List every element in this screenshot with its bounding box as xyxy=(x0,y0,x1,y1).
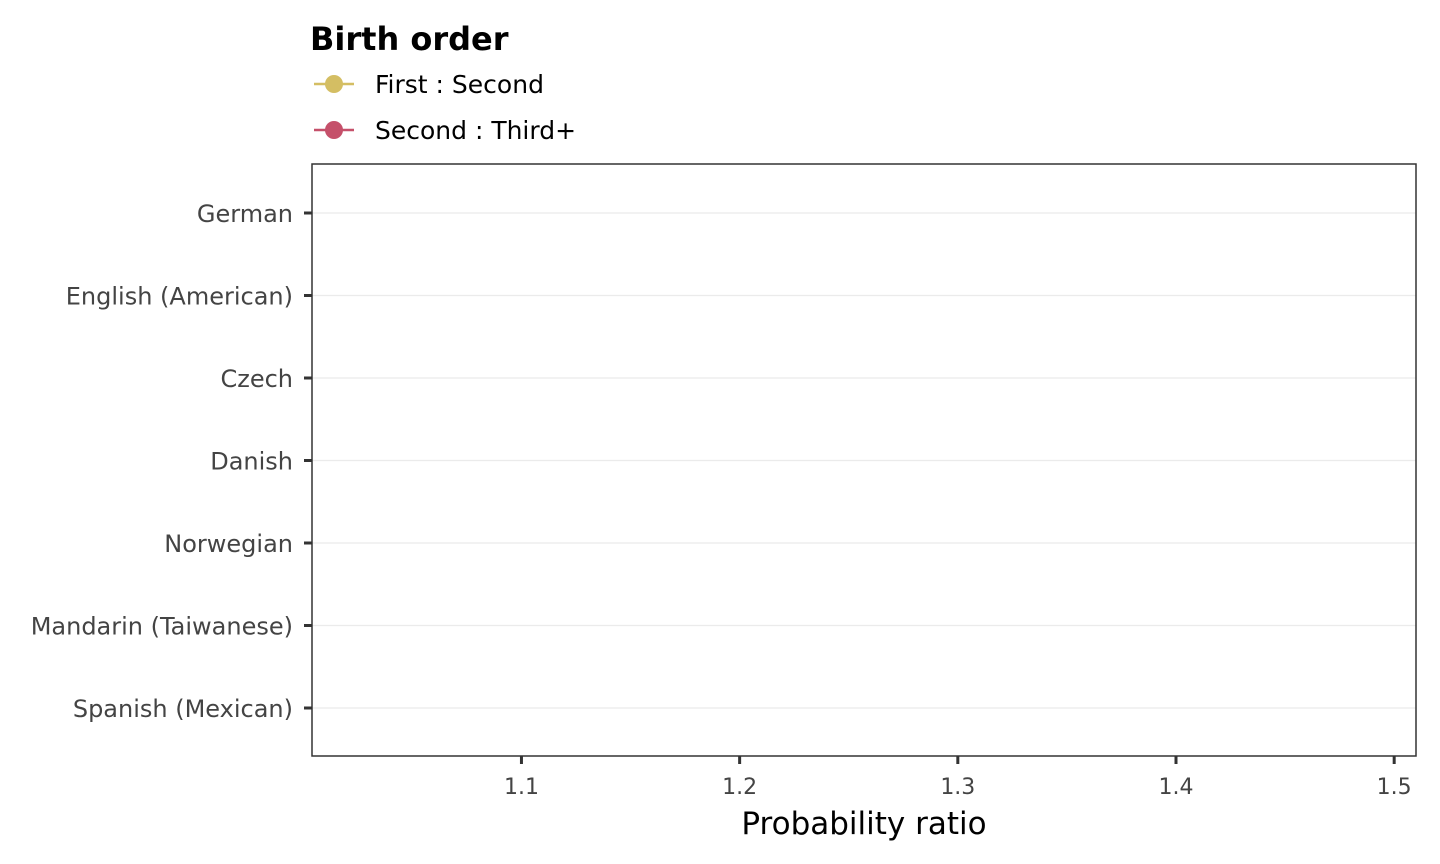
legend-title: Birth order xyxy=(310,20,509,58)
y-axis: German English (American) Czech Danish Norwe… xyxy=(31,200,312,723)
x-tick-label-1-5: 1.5 xyxy=(1377,775,1412,800)
legend-label-second-third: Second : Third+ xyxy=(375,116,576,145)
gridlines xyxy=(312,212,1416,709)
legend: Birth order First : Second Second : Thir… xyxy=(310,20,576,145)
legend-key-point-first-second xyxy=(325,75,343,93)
plot-panel-border xyxy=(311,163,1417,757)
x-tick-label-1-1: 1.1 xyxy=(504,775,539,800)
y-tick-label-danish: Danish xyxy=(210,448,293,476)
y-tick-label-spanish-mexican: Spanish (Mexican) xyxy=(73,695,293,723)
y-tick-label-english-american: English (American) xyxy=(66,283,293,311)
x-axis-title: Probability ratio xyxy=(741,806,986,842)
y-tick-label-norwegian: Norwegian xyxy=(164,530,293,558)
x-tick-label-1-2: 1.2 xyxy=(722,775,757,800)
y-tick-label-mandarin-taiwanese: Mandarin (Taiwanese) xyxy=(31,613,293,641)
x-axis: 1.1 1.2 1.3 1.4 1.5 xyxy=(504,756,1412,800)
x-tick-label-1-3: 1.3 xyxy=(940,775,975,800)
x-tick-label-1-4: 1.4 xyxy=(1159,775,1194,800)
y-tick-label-german: German xyxy=(197,200,293,228)
legend-entry-first-second: First : Second xyxy=(314,70,544,99)
legend-key-point-second-third xyxy=(325,121,343,139)
legend-label-first-second: First : Second xyxy=(375,70,544,99)
y-tick-label-czech: Czech xyxy=(220,365,293,393)
legend-entry-second-third: Second : Third+ xyxy=(314,116,576,145)
